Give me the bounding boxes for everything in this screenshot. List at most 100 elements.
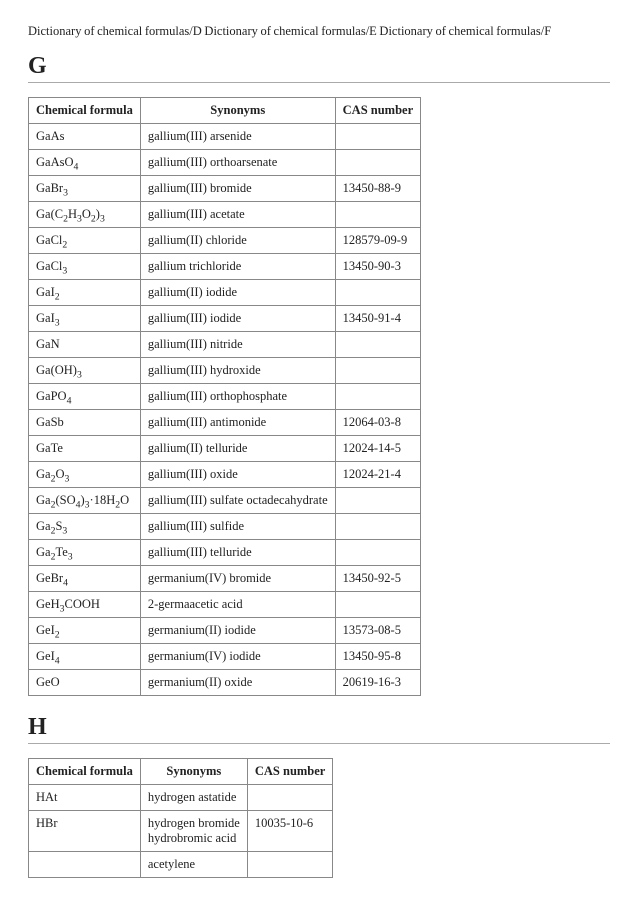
table-row: HBrhydrogen bromidehydrobromic acid10035…	[29, 811, 333, 852]
cas-cell	[247, 852, 333, 878]
cas-cell	[335, 358, 421, 384]
synonym-cell: gallium(III) nitride	[140, 332, 335, 358]
cas-cell	[335, 280, 421, 306]
formula-cell: Ga2O3	[29, 462, 141, 488]
table-row: GaI2gallium(II) iodide	[29, 280, 421, 306]
synonym-cell: germanium(IV) iodide	[140, 644, 335, 670]
table-row: GaPO4gallium(III) orthophosphate	[29, 384, 421, 410]
table-row: GeOgermanium(II) oxide20619-16-3	[29, 670, 421, 696]
synonym-cell: hydrogen bromidehydrobromic acid	[140, 811, 247, 852]
section-heading: H	[28, 714, 610, 744]
formula-cell: GaBr3	[29, 176, 141, 202]
table-row: Ga2S3gallium(III) sulfide	[29, 514, 421, 540]
table-row: GaI3gallium(III) iodide13450-91-4	[29, 306, 421, 332]
cas-cell	[335, 514, 421, 540]
table-row: GaCl2gallium(II) chloride128579-09-9	[29, 228, 421, 254]
table-header: CAS number	[335, 98, 421, 124]
cas-cell: 13450-92-5	[335, 566, 421, 592]
synonym-cell: gallium(III) telluride	[140, 540, 335, 566]
synonym-cell: gallium(III) bromide	[140, 176, 335, 202]
formula-cell: GeI4	[29, 644, 141, 670]
formula-cell: GaSb	[29, 410, 141, 436]
formula-cell: GeO	[29, 670, 141, 696]
formula-cell: GaAs	[29, 124, 141, 150]
synonym-cell: gallium trichloride	[140, 254, 335, 280]
formula-cell: Ga(OH)3	[29, 358, 141, 384]
synonym-cell: germanium(II) oxide	[140, 670, 335, 696]
synonym-cell: gallium(III) sulfide	[140, 514, 335, 540]
formula-table: Chemical formulaSynonymsCAS numberGaAsga…	[28, 97, 421, 696]
synonym-cell: germanium(IV) bromide	[140, 566, 335, 592]
cas-cell: 13450-95-8	[335, 644, 421, 670]
formula-cell: GaI2	[29, 280, 141, 306]
table-row: GaCl3gallium trichloride13450-90-3	[29, 254, 421, 280]
synonym-cell: gallium(III) antimonide	[140, 410, 335, 436]
cas-cell: 12064-03-8	[335, 410, 421, 436]
synonym-cell: gallium(III) arsenide	[140, 124, 335, 150]
cas-cell	[335, 124, 421, 150]
table-row: Ga(OH)3gallium(III) hydroxide	[29, 358, 421, 384]
table-row: GeBr4germanium(IV) bromide13450-92-5	[29, 566, 421, 592]
formula-cell: GeI2	[29, 618, 141, 644]
formula-cell: GaN	[29, 332, 141, 358]
synonym-cell: gallium(III) oxide	[140, 462, 335, 488]
table-row: GeI2germanium(II) iodide13573-08-5	[29, 618, 421, 644]
table-row: Ga2(SO4)3·18H2Ogallium(III) sulfate octa…	[29, 488, 421, 514]
synonym-cell: gallium(III) sulfate octadecahydrate	[140, 488, 335, 514]
synonym-cell: acetylene	[140, 852, 247, 878]
table-row: GaAsgallium(III) arsenide	[29, 124, 421, 150]
formula-cell: GaAsO4	[29, 150, 141, 176]
table-row: GeH3COOH2-germaacetic acid	[29, 592, 421, 618]
table-row: GaNgallium(III) nitride	[29, 332, 421, 358]
synonym-cell: gallium(III) iodide	[140, 306, 335, 332]
cas-cell: 20619-16-3	[335, 670, 421, 696]
formula-cell: Ga(C2H3O2)3	[29, 202, 141, 228]
cas-cell: 13450-88-9	[335, 176, 421, 202]
table-row: GaBr3gallium(III) bromide13450-88-9	[29, 176, 421, 202]
formula-table: Chemical formulaSynonymsCAS numberHAthyd…	[28, 758, 333, 878]
synonym-cell: gallium(II) telluride	[140, 436, 335, 462]
formula-cell: HBr	[29, 811, 141, 852]
table-header: Chemical formula	[29, 98, 141, 124]
cas-cell: 13450-90-3	[335, 254, 421, 280]
cas-cell: 13450-91-4	[335, 306, 421, 332]
formula-cell: Ga2Te3	[29, 540, 141, 566]
formula-cell: HAt	[29, 785, 141, 811]
formula-cell: GeBr4	[29, 566, 141, 592]
synonym-cell: gallium(III) hydroxide	[140, 358, 335, 384]
cas-cell	[335, 202, 421, 228]
synonym-cell: hydrogen astatide	[140, 785, 247, 811]
cas-cell	[335, 384, 421, 410]
synonym-cell: gallium(III) acetate	[140, 202, 335, 228]
formula-cell: GeH3COOH	[29, 592, 141, 618]
cas-cell	[247, 785, 333, 811]
table-row: Ga(C2H3O2)3gallium(III) acetate	[29, 202, 421, 228]
formula-cell: Ga2(SO4)3·18H2O	[29, 488, 141, 514]
table-row: Ga2Te3gallium(III) telluride	[29, 540, 421, 566]
synonym-cell: gallium(III) orthoarsenate	[140, 150, 335, 176]
cas-cell	[335, 150, 421, 176]
synonym-cell: 2-germaacetic acid	[140, 592, 335, 618]
table-header: Synonyms	[140, 759, 247, 785]
formula-cell: GaPO4	[29, 384, 141, 410]
cas-cell: 10035-10-6	[247, 811, 333, 852]
cas-cell: 12024-14-5	[335, 436, 421, 462]
table-row: GaAsO4gallium(III) orthoarsenate	[29, 150, 421, 176]
cas-cell	[335, 332, 421, 358]
formula-cell: Ga2S3	[29, 514, 141, 540]
synonym-cell: gallium(II) iodide	[140, 280, 335, 306]
section-heading: G	[28, 53, 610, 83]
formula-cell	[29, 852, 141, 878]
synonym-cell: gallium(III) orthophosphate	[140, 384, 335, 410]
synonym-cell: gallium(II) chloride	[140, 228, 335, 254]
table-row: acetylene	[29, 852, 333, 878]
table-row: GaSbgallium(III) antimonide12064-03-8	[29, 410, 421, 436]
cas-cell: 12024-21-4	[335, 462, 421, 488]
cas-cell	[335, 592, 421, 618]
table-row: Ga2O3gallium(III) oxide12024-21-4	[29, 462, 421, 488]
formula-cell: GaTe	[29, 436, 141, 462]
table-row: GeI4germanium(IV) iodide13450-95-8	[29, 644, 421, 670]
cas-cell	[335, 540, 421, 566]
cas-cell	[335, 488, 421, 514]
table-header: Chemical formula	[29, 759, 141, 785]
